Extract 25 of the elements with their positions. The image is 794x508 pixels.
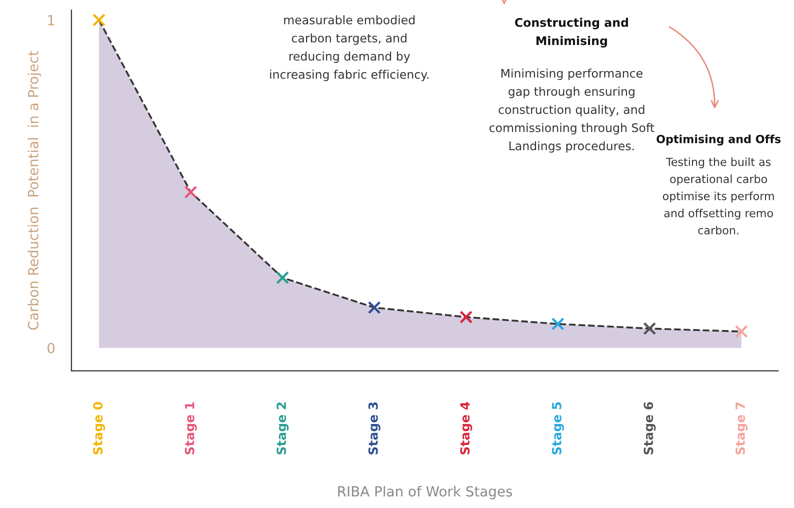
point bbox=[643, 322, 656, 336]
x-tick-label: Stage 3 bbox=[368, 402, 380, 454]
y-tick-label: 1 bbox=[48, 15, 54, 26]
x-tick-label: Stage 6 bbox=[644, 402, 656, 454]
point bbox=[460, 310, 473, 324]
annotation: Minimising performance gap through ensuring construction quality, and commissioning through Soft Landings procedures. bbox=[489, 68, 654, 153]
point bbox=[276, 271, 290, 284]
annotation: Constructing and Minimising bbox=[514, 18, 628, 48]
x-axis-title: RIBA Plan of Work Stages bbox=[338, 486, 512, 500]
point bbox=[734, 325, 748, 338]
annotation: Optimising and Offs bbox=[656, 134, 781, 146]
x-tick-label: Stage 1 bbox=[184, 402, 197, 454]
annotation: Testing the built as operational carbo optimise its perform and offsetting remo carbon. bbox=[662, 157, 774, 234]
point bbox=[184, 186, 198, 199]
x-tick-label: Stage 5 bbox=[552, 402, 564, 454]
annotation: measurable embodied carbon targets, and reducing demand by increasing fabric efficiency. bbox=[270, 15, 428, 82]
point bbox=[92, 14, 106, 26]
y-axis-title: Carbon Reduction Potential in a Project bbox=[28, 50, 42, 330]
y-tick-label: 0 bbox=[48, 342, 55, 354]
x-tick-label: Stage 2 bbox=[276, 402, 289, 454]
x-tick-label: Stage 4 bbox=[460, 402, 472, 454]
point bbox=[551, 317, 564, 330]
point bbox=[368, 301, 381, 314]
x-tick-label: Stage 7 bbox=[735, 402, 748, 454]
x-tick-label: Stage 0 bbox=[93, 402, 106, 454]
